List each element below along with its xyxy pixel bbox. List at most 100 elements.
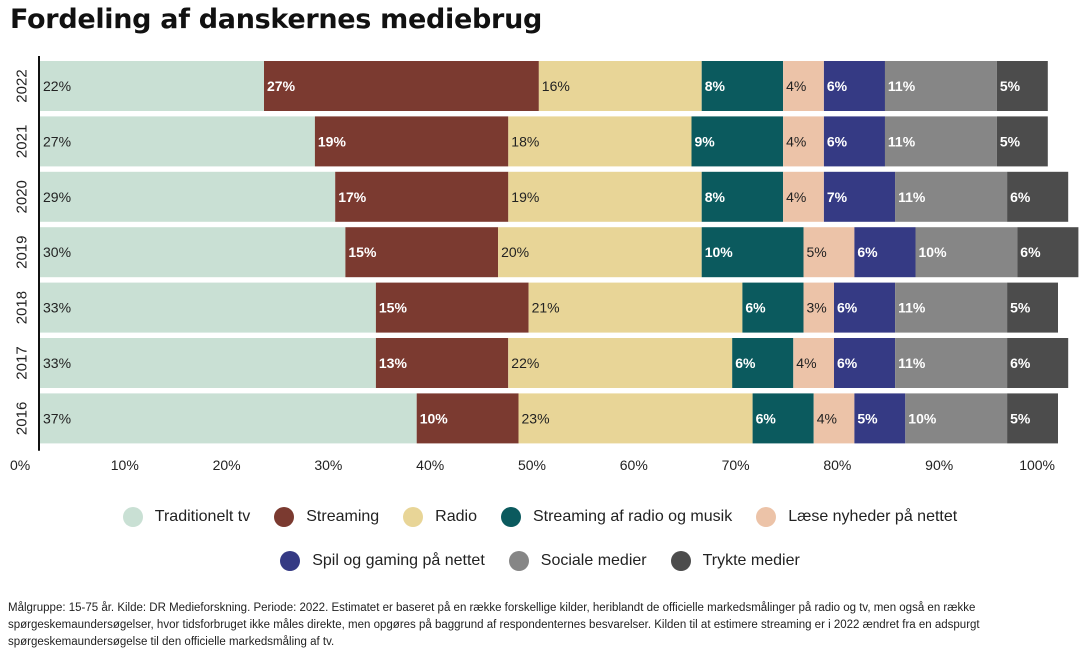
year-label-2017: 2017 <box>14 346 31 379</box>
data-label: 6% <box>1010 189 1031 205</box>
legend-swatch <box>280 551 301 571</box>
bar-segment <box>518 393 753 444</box>
data-label: 6% <box>827 133 848 149</box>
legend-item: Streaming <box>274 507 379 527</box>
bar-segment <box>752 393 814 444</box>
data-label: 7% <box>827 189 848 205</box>
data-label: 30% <box>43 244 71 260</box>
bar-segment <box>854 227 916 278</box>
data-label: 27% <box>267 78 296 94</box>
bar-segment <box>1017 227 1079 278</box>
legend-swatch <box>670 551 691 571</box>
bar-segment <box>40 282 376 333</box>
legend-item: Streaming af radio og musik <box>500 507 732 527</box>
bar-segment <box>834 282 896 333</box>
data-label: 37% <box>43 410 71 426</box>
data-label: 20% <box>501 244 529 260</box>
bar-segment <box>884 116 997 167</box>
data-label: 21% <box>532 300 560 316</box>
x-tick-label: 10% <box>111 457 139 473</box>
legend-swatch <box>500 507 521 527</box>
data-label: 11% <box>888 133 916 149</box>
legend-item: Spil og gaming på nettet <box>280 551 485 571</box>
data-label: 8% <box>705 78 726 94</box>
data-label: 6% <box>1010 355 1031 371</box>
data-label: 6% <box>827 78 848 94</box>
bar-segment <box>416 393 519 444</box>
legend-swatch <box>122 507 143 527</box>
bar-segment <box>783 171 824 222</box>
bar-segment <box>915 227 1018 278</box>
bar-segment <box>498 227 702 278</box>
legend-label: Spil og gaming på nettet <box>312 552 485 569</box>
year-label-2016: 2016 <box>14 402 31 435</box>
data-label: 5% <box>857 410 878 426</box>
bar-segment <box>508 338 733 388</box>
x-tick-label: 30% <box>314 457 342 473</box>
data-label: 16% <box>542 78 570 94</box>
data-label: 5% <box>807 244 827 260</box>
data-label: 13% <box>379 355 408 371</box>
data-label: 10% <box>908 410 937 426</box>
bar-segment <box>895 171 1008 222</box>
bar-segment <box>1007 338 1069 388</box>
bar-segment <box>996 116 1048 167</box>
bar-segment <box>375 282 529 333</box>
legend-swatch <box>403 507 424 527</box>
bar-segment <box>783 61 824 111</box>
legend-row: Traditionelt tv Streaming Radio Streaming a… <box>0 500 1080 534</box>
stacked-bar-chart: 2022 22% 27% 16% 8% 4% 6% 11% 5% 2021 27% 19% 18% 9% 4… <box>10 56 1079 473</box>
data-label: 4% <box>786 133 806 149</box>
bar-segment <box>1007 171 1069 222</box>
legend-swatch <box>274 507 295 527</box>
year-label-2022: 2022 <box>14 69 31 102</box>
data-label: 11% <box>888 78 916 94</box>
bar-segment <box>40 393 417 444</box>
legend-label: Trykte medier <box>702 552 800 569</box>
x-tick-label: 40% <box>416 457 444 473</box>
bar-segment <box>40 171 336 222</box>
data-label: 22% <box>511 355 539 371</box>
data-label: 6% <box>857 244 878 260</box>
data-label: 4% <box>817 410 837 426</box>
bar-segment <box>996 61 1048 111</box>
data-label: 19% <box>318 133 347 149</box>
legend-item: Læse nyheder på nettet <box>756 507 957 527</box>
legend-swatch <box>756 507 777 527</box>
bar-segment <box>803 227 855 278</box>
data-label: 4% <box>796 355 816 371</box>
bar-segment <box>345 227 499 278</box>
data-label: 6% <box>837 355 858 371</box>
data-label: 6% <box>745 300 766 316</box>
data-label: 11% <box>898 300 926 316</box>
data-label: 5% <box>1000 78 1021 94</box>
x-tick-label: 100% <box>1019 457 1055 473</box>
bar-segment <box>803 282 834 333</box>
data-label: 33% <box>43 300 71 316</box>
bar-segment <box>701 227 804 278</box>
legend-item: Trykte medier <box>670 551 800 571</box>
bar-segment <box>538 61 702 111</box>
data-label: 3% <box>807 300 827 316</box>
x-tick-label: 20% <box>213 457 241 473</box>
bar-segment <box>40 338 376 388</box>
data-label: 4% <box>786 189 806 205</box>
data-label: 17% <box>338 189 367 205</box>
data-label: 27% <box>43 133 71 149</box>
x-tick-label: 70% <box>722 457 750 473</box>
data-label: 10% <box>705 244 734 260</box>
data-label: 6% <box>837 300 858 316</box>
chart-title: Fordeling af danskernes mediebrug <box>10 4 543 35</box>
footnote: Målgruppe: 15-75 år. Kilde: DR Mediefors… <box>8 602 980 648</box>
legend-item: Traditionelt tv <box>122 507 251 527</box>
data-label: 6% <box>735 355 756 371</box>
bar-segment <box>701 171 784 222</box>
data-label: 11% <box>898 355 926 371</box>
x-tick-label: 60% <box>620 457 648 473</box>
data-label: 10% <box>919 244 948 260</box>
data-label: 15% <box>379 300 408 316</box>
bar-segment <box>508 116 692 167</box>
legend: Traditionelt tv Streaming Radio Streaming a… <box>0 500 1080 588</box>
legend-row: Spil og gaming på nettet Sociale medier Tr… <box>0 544 1080 578</box>
legend-label: Traditionelt tv <box>154 508 251 525</box>
